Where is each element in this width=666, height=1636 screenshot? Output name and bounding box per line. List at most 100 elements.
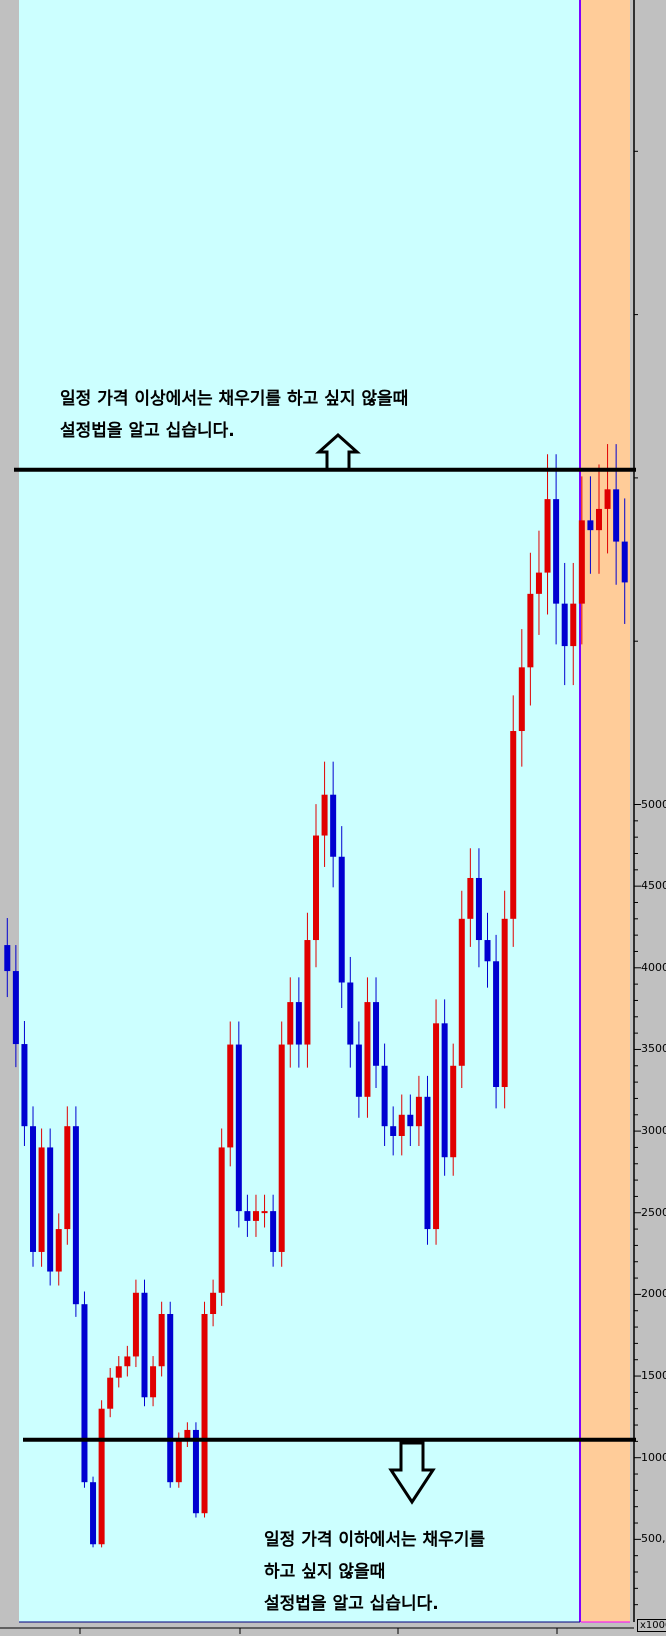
candle-body [72,1126,79,1305]
candle [210,1279,217,1327]
candle [55,1213,62,1286]
candle-body [141,1292,148,1398]
candle-body [81,1304,88,1483]
candle-body [373,1002,380,1066]
candle [587,476,594,574]
candle-body [227,1044,234,1148]
candle-body [107,1377,114,1409]
candle [107,1367,114,1418]
candle [467,848,474,947]
lower-note-line-3: 설정법을 알고 십습니다. [264,1594,439,1614]
candle-body [158,1313,165,1367]
candle [313,804,319,968]
candle-body [98,1408,105,1545]
candle [132,1279,139,1368]
candle-body [201,1313,208,1514]
candle-body [450,1065,457,1158]
candle [227,1021,234,1167]
candle [30,1106,37,1267]
candle-body [192,1429,199,1514]
candle [544,454,551,615]
candle [115,1356,122,1388]
y-tick-label: 4000 [641,960,666,974]
up-arrow-icon [315,432,361,472]
candle [518,629,525,767]
candle [47,1128,54,1286]
candle-body [355,1044,362,1097]
candle [424,1075,431,1245]
candles [4,444,628,1548]
candle-body [38,1147,45,1252]
candle-body [553,499,560,604]
candle-body [21,1044,28,1127]
candle-body [90,1482,97,1545]
candle [595,464,602,574]
candle [355,1021,362,1118]
upper-note-line-1: 일정 가격 이상에서는 채우기를 하고 싶지 않을때 [60,389,409,409]
candle [150,1356,157,1407]
candle-body [30,1126,37,1252]
candle-body [475,877,482,941]
y-tick-label: 5000 [641,797,666,811]
candle [570,562,577,686]
y-tick-label: 500,0 [641,1532,666,1546]
level-lines [14,467,636,1442]
candle-body [501,918,508,1088]
y-tick-label: 2500 [641,1205,666,1219]
candle [381,1043,388,1146]
candle-body [535,572,542,594]
candle-body [218,1147,225,1293]
candle-body [398,1114,405,1136]
candle [261,1194,268,1228]
candle-body [613,489,620,542]
lower-note-line-1: 일정 가격 이하에서는 채우기를 [264,1530,486,1550]
candle-body [244,1211,251,1221]
y-tick-label: 3000 [641,1124,666,1138]
y-axis-ticks [634,150,641,1606]
candle-body [12,971,19,1045]
candle [604,444,611,554]
candle-body [132,1292,139,1357]
candle [81,1291,88,1488]
candle-body [287,1002,294,1045]
candle-body [407,1114,414,1127]
plot-area [19,0,580,1622]
candle [4,918,11,998]
candle [493,934,500,1109]
candle-body [47,1147,54,1272]
lower-note-line-2: 하고 싶지 않을때 [264,1562,386,1582]
candle [252,1194,259,1237]
candle-body [64,1126,71,1230]
candle-body [484,940,491,962]
candle-body [424,1096,431,1230]
candle [398,1094,405,1156]
candle [484,912,491,988]
candle [510,695,517,947]
candle-body [518,667,525,732]
candle-body [347,982,354,1045]
lower-note: 일정 가격 이하에서는 채우기를 하고 싶지 않을때 설정법을 알고 십습니다. [264,1524,485,1620]
y-tick-label: 1500 [641,1369,666,1383]
candle [270,1194,277,1267]
candle [124,1345,131,1377]
candle [278,1021,285,1267]
candle [527,552,534,706]
candle [218,1128,225,1306]
candle-body [364,1002,371,1097]
candle [141,1279,148,1407]
candle [64,1106,71,1245]
candle-body [175,1439,182,1483]
candle [21,1020,28,1146]
candle-body [295,1002,302,1045]
candle [338,826,345,1009]
x-axis-ticks [79,1628,558,1634]
candle-body [587,520,594,531]
candle [553,454,560,645]
candle-body [278,1044,285,1252]
candle [390,1106,397,1156]
candle-body [621,541,628,583]
candle [90,1476,97,1548]
candle [235,1021,242,1228]
candle [501,890,508,1109]
